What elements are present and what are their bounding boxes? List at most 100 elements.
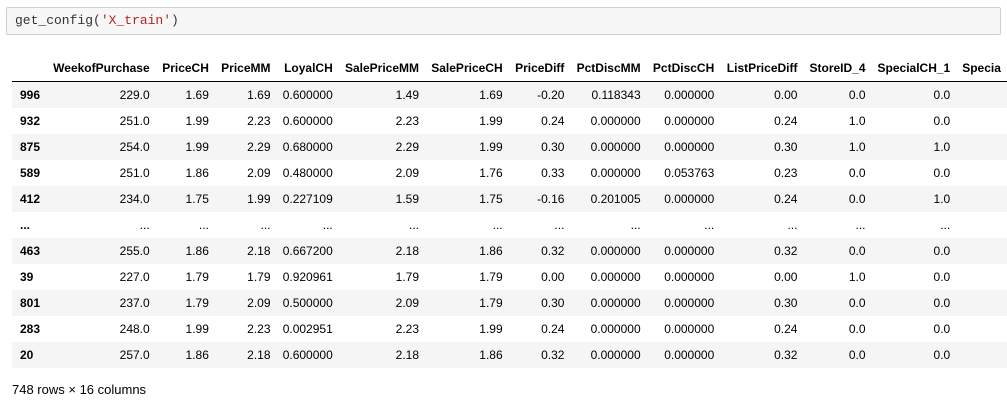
table-cell: 2.23 (395, 322, 419, 336)
table-cell: 0.000000 (664, 192, 715, 206)
table-cell: 227.0 (119, 270, 150, 284)
table-cell (956, 160, 1007, 186)
row-index: 589 (20, 166, 41, 180)
table-cell: 0.000000 (590, 114, 641, 128)
table-cell: 0.0 (848, 192, 866, 206)
table-cell: 0.118343 (591, 88, 641, 102)
table-row: 801 237.0 1.79 2.09 0.500000 2.09 1.79 0.30 0.00… (12, 290, 1007, 316)
table-cell: 1.69 (185, 88, 209, 102)
table-cell: 2.18 (247, 244, 271, 258)
table-cell: 0.000000 (664, 296, 715, 310)
table-cell: 1.86 (185, 166, 209, 180)
column-header: WeekofPurchase (46, 55, 156, 82)
table-cell: 2.09 (247, 296, 271, 310)
table-cell: 0.0 (848, 88, 866, 102)
index-header (12, 55, 47, 82)
table-row: 20 257.0 1.86 2.18 0.600000 2.18 1.86 0.32 0.000… (12, 342, 1007, 368)
table-cell: 0.0 (933, 244, 951, 258)
table-cell: 1.79 (479, 270, 503, 284)
table-cell: 1.86 (479, 244, 503, 258)
table-cell: 0.000000 (664, 322, 715, 336)
table-cell: 1.79 (185, 296, 209, 310)
code-function: get_config( (15, 13, 101, 28)
table-cell: 0.000000 (664, 140, 715, 154)
table-cell: 0.0 (933, 88, 951, 102)
table-cell: 2.18 (395, 348, 419, 362)
table-cell: 0.30 (541, 296, 565, 310)
table-cell: 234.0 (119, 192, 150, 206)
table-row: 875 254.0 1.99 2.29 0.680000 2.29 1.99 0.30 0.00… (12, 134, 1007, 160)
column-header: PctDiscCH (646, 55, 721, 82)
table-cell: 1.99 (247, 192, 271, 206)
table-cell: 2.29 (395, 140, 419, 154)
table-shape-summary: 748 rows × 16 columns (12, 382, 147, 397)
table-cell: ... (198, 218, 209, 232)
table-row: ....................................... (12, 212, 1007, 238)
table-cell: 1.0 (933, 192, 951, 206)
cell-output: WeekofPurchase PriceCH PriceMM LoyalCH SaleP… (12, 55, 1007, 375)
table-cell: 0.24 (774, 322, 798, 336)
table-cell: 1.79 (247, 270, 271, 284)
table-cell: 0.32 (774, 244, 798, 258)
table-cell: 0.227109 (282, 192, 333, 206)
row-index: 932 (20, 114, 41, 128)
code-input-cell[interactable]: get_config('X_train') (6, 7, 1001, 35)
table-cell: 1.86 (479, 348, 503, 362)
table-cell: 237.0 (119, 296, 150, 310)
table-cell: 1.99 (185, 140, 209, 154)
table-cell: 0.002951 (282, 322, 333, 336)
table-cell: 2.09 (395, 296, 419, 310)
table-cell: 1.59 (395, 192, 419, 206)
column-header: PriceMM (214, 55, 277, 82)
table-cell: 0.600000 (282, 114, 333, 128)
table-cell: 1.69 (479, 88, 503, 102)
table-cell: 0.00 (541, 270, 565, 284)
table-cell: 2.09 (395, 166, 419, 180)
header-row: WeekofPurchase PriceCH PriceMM LoyalCH SaleP… (12, 55, 1007, 82)
table-cell: ... (704, 218, 715, 232)
table-cell: 1.99 (479, 140, 503, 154)
table-cell: 0.32 (774, 348, 798, 362)
table-cell: 0.920961 (282, 270, 333, 284)
table-row: 932 251.0 1.99 2.23 0.600000 2.23 1.99 0.24 0.00… (12, 108, 1007, 134)
table-cell: 0.000000 (590, 140, 641, 154)
table-cell (956, 238, 1007, 264)
table-cell: 0.0 (848, 322, 866, 336)
table-cell: 0.480000 (282, 166, 333, 180)
table-cell: 0.0 (848, 166, 866, 180)
table-cell: 0.053763 (664, 166, 715, 180)
table-cell: 0.30 (774, 140, 798, 154)
table-cell: 2.18 (395, 244, 419, 258)
table-cell: 0.00 (774, 270, 798, 284)
table-cell: 1.0 (848, 270, 866, 284)
table-cell: 1.0 (933, 140, 951, 154)
row-index: 801 (20, 296, 41, 310)
table-cell: 0.0 (848, 296, 866, 310)
table-cell: 251.0 (119, 114, 150, 128)
table-cell: 0.24 (541, 322, 565, 336)
table-cell: 0.000000 (664, 114, 715, 128)
row-index: 875 (20, 140, 41, 154)
table-cell: 1.99 (479, 322, 503, 336)
row-index: 283 (20, 322, 41, 336)
table-cell: 0.0 (933, 322, 951, 336)
table-cell: 1.75 (479, 192, 503, 206)
table-cell (956, 264, 1007, 290)
row-index: 463 (20, 244, 41, 258)
table-row: 463 255.0 1.86 2.18 0.667200 2.18 1.86 0.32 0.00… (12, 238, 1007, 264)
table-cell: 0.24 (774, 192, 798, 206)
table-cell: 1.99 (479, 114, 503, 128)
column-header: Specia (956, 55, 1007, 82)
table-cell: 1.79 (395, 270, 419, 284)
table-cell: 1.0 (848, 140, 866, 154)
row-index: 39 (20, 270, 34, 284)
column-header: LoyalCH (276, 55, 339, 82)
table-cell: 0.000000 (590, 244, 641, 258)
table-cell: 0.0 (848, 348, 866, 362)
table-cell: 0.24 (541, 114, 565, 128)
table-cell: 0.0 (933, 348, 951, 362)
table-row: 39 227.0 1.79 1.79 0.920961 1.79 1.79 0.00 0.000… (12, 264, 1007, 290)
table-cell (956, 316, 1007, 342)
table-cell (956, 342, 1007, 368)
table-cell: 1.49 (395, 88, 419, 102)
